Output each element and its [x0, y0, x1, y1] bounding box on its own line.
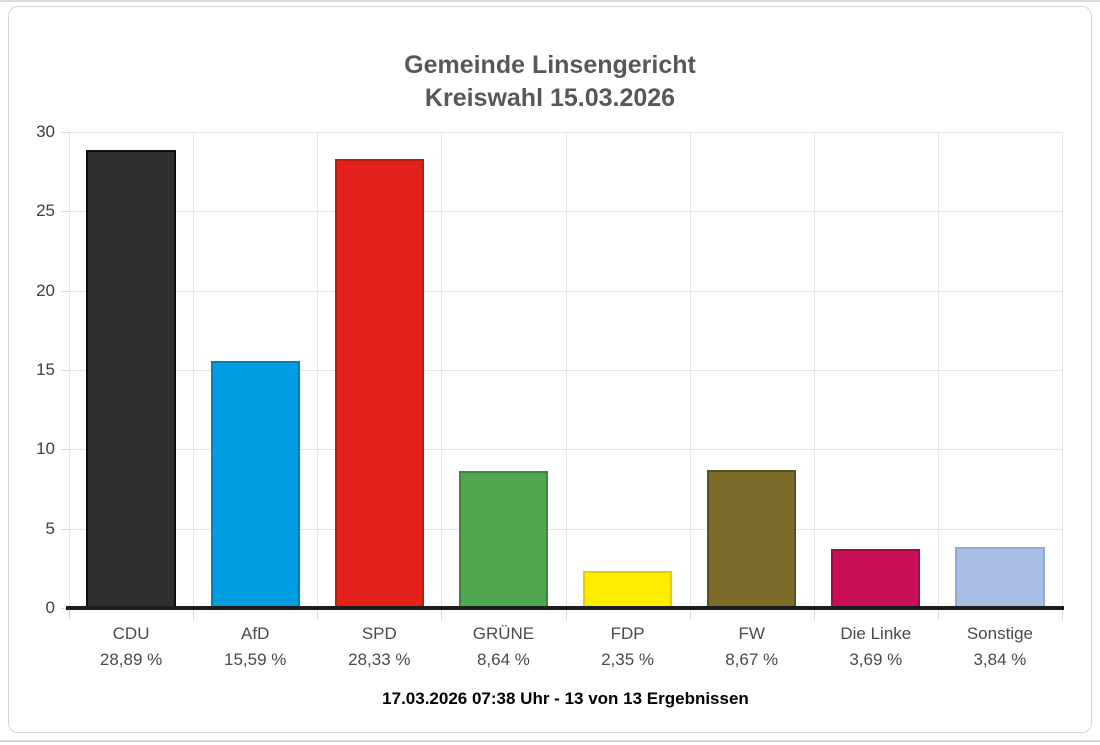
y-axis-label-10: 10 [36, 439, 55, 459]
chart-title-line2: Kreiswahl 15.03.2026 [424, 84, 676, 112]
y-axis-label-0: 0 [45, 598, 55, 617]
bar-fw[interactable] [707, 470, 797, 608]
category-percentage: 3,69 % [849, 650, 903, 670]
y-axis-tick-5 [61, 528, 69, 530]
x-axis-tick-3 [441, 610, 443, 620]
bar-die-linke[interactable] [831, 549, 921, 608]
chart-card: Gemeinde Linsengericht Kreiswahl 15.03.2… [8, 6, 1092, 733]
y-axis-label-20: 20 [36, 280, 55, 300]
x-gridline-2 [317, 132, 319, 608]
y-axis-label-25: 25 [36, 201, 55, 221]
bar-fdp[interactable] [582, 570, 673, 608]
category-label-fdp: FDP 2,35 % [566, 621, 690, 674]
category-label-fw: FW 8,67 % [690, 621, 814, 674]
y-axis-tick-10 [61, 449, 69, 451]
x-axis-tick-0 [69, 610, 70, 620]
chart-title: Gemeinde Linsengericht Kreiswahl 15.03.2… [9, 49, 1091, 115]
category-label-afd: AfD 15,59 % [193, 621, 317, 674]
category-name: Die Linke [840, 624, 912, 643]
category-percentage: 8,64 % [476, 650, 530, 670]
bar-chart-plot-area: 0 5 10 15 20 25 30 CDU 28,89 % AfD 15,59 % SPD 28,33… [36, 122, 1064, 669]
x-gridline-5 [689, 132, 691, 608]
category-name: FW [738, 624, 765, 643]
x-gridline-8 [1062, 132, 1063, 608]
top-edge-divider [0, 0, 1100, 2]
x-gridline-4 [565, 132, 567, 608]
x-axis-line [66, 606, 1064, 610]
category-label-sonstige: Sonstige 3,84 % [938, 621, 1062, 674]
status-text: 17.03.2026 07:38 Uhr - 13 von 13 Ergebni… [382, 689, 749, 708]
bar-grune[interactable] [458, 470, 549, 608]
y-axis-tick-30 [61, 132, 69, 133]
category-label-grune: GRÜNE 8,64 % [441, 621, 565, 674]
y-axis-label-30: 30 [36, 122, 55, 141]
x-axis-tick-6 [813, 610, 815, 620]
bar-sonstige[interactable] [955, 547, 1045, 608]
category-name: FDP [610, 624, 645, 643]
category-name: SPD [361, 624, 397, 643]
chart-title-line1: Gemeinde Linsengericht [404, 51, 696, 79]
y-axis-tick-25 [61, 211, 69, 213]
y-axis-label-15: 15 [36, 360, 55, 379]
category-percentage: 3,84 % [973, 650, 1027, 670]
category-label-spd: SPD 28,33 % [317, 621, 441, 674]
x-gridline-6 [813, 132, 815, 608]
category-percentage: 28,33 % [348, 650, 411, 670]
x-axis-tick-4 [565, 610, 567, 620]
x-gridline-0 [69, 132, 70, 608]
category-name: Sonstige [966, 624, 1034, 643]
x-gridline-7 [937, 132, 939, 608]
y-axis-tick-15 [61, 370, 69, 371]
x-axis-tick-7 [937, 610, 939, 620]
category-label-die-linke: Die Linke 3,69 % [814, 621, 938, 674]
x-axis-tick-5 [689, 610, 691, 620]
bar-afd[interactable] [210, 360, 300, 608]
category-percentage: 8,67 % [725, 650, 779, 670]
x-axis-tick-8 [1062, 610, 1063, 620]
x-gridline-1 [193, 132, 195, 608]
x-axis-tick-1 [193, 610, 195, 620]
y-axis-tick-20 [61, 290, 69, 292]
bar-spd[interactable] [334, 158, 424, 608]
y-axis-tick-0 [61, 608, 69, 609]
category-name: AfD [241, 624, 270, 643]
category-name: GRÜNE [472, 624, 535, 643]
category-name: CDU [112, 624, 150, 643]
bottom-edge-divider [0, 740, 1100, 742]
category-percentage: 28,89 % [99, 650, 163, 670]
category-label-cdu: CDU 28,89 % [69, 621, 193, 674]
x-gridline-3 [441, 132, 443, 608]
x-axis-tick-2 [317, 610, 319, 620]
category-percentage: 15,59 % [223, 650, 287, 670]
bar-cdu[interactable] [86, 149, 176, 608]
y-axis-label-5: 5 [45, 518, 55, 538]
category-percentage: 2,35 % [601, 650, 655, 670]
